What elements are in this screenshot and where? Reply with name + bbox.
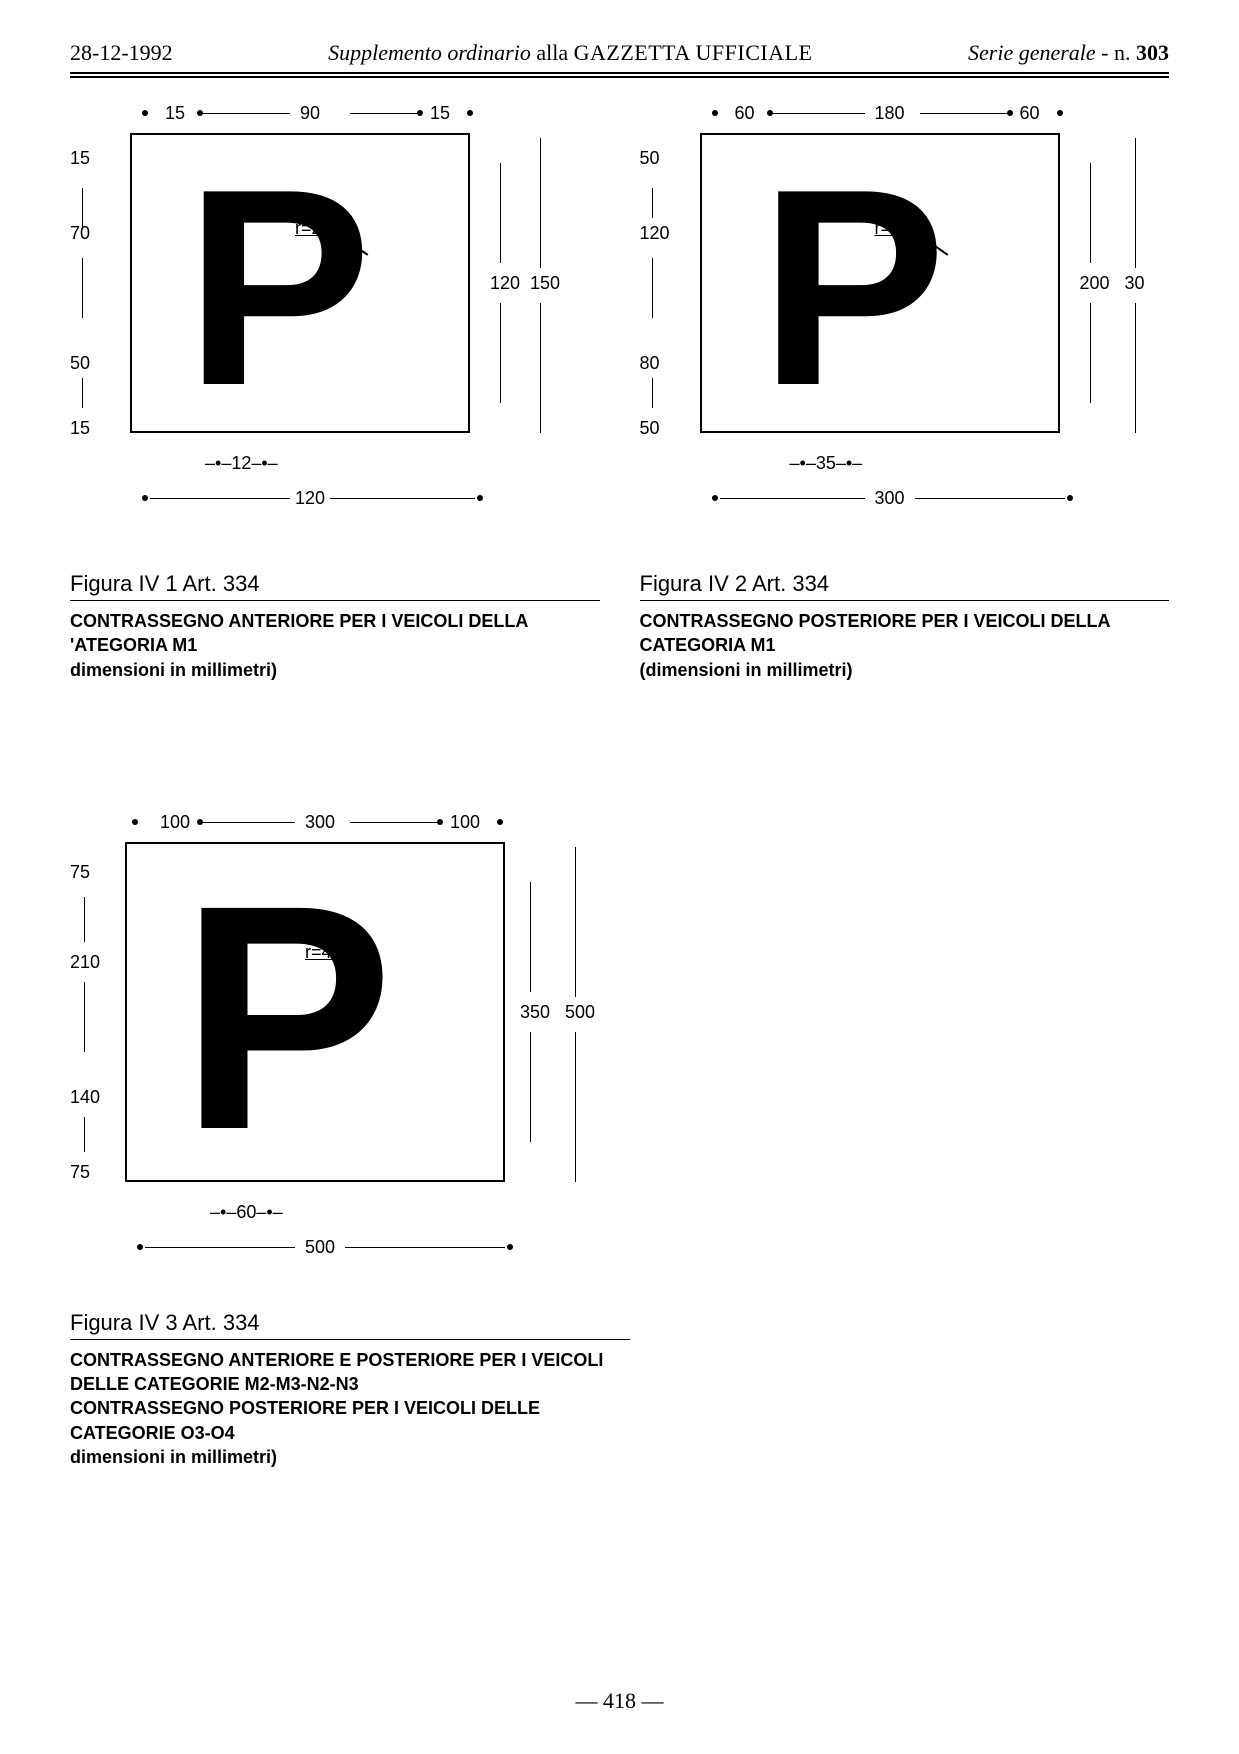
figure-3-caption: CONTRASSEGNO ANTERIORE E POSTERIORE PER … bbox=[70, 1348, 630, 1469]
header-right: Serie generale - n. 303 bbox=[968, 40, 1169, 66]
letter-p-2: P bbox=[760, 148, 947, 428]
figure-2-caption: CONTRASSEGNO POSTERIORE PER I VEICOLI DE… bbox=[640, 609, 1170, 682]
letter-p-1: P bbox=[185, 148, 372, 428]
figure-2-title: Figura IV 2 Art. 334 bbox=[640, 571, 1170, 601]
header-date: 28-12-1992 bbox=[70, 40, 173, 66]
figure-1-caption: CONTRASSEGNO ANTERIORE PER I VEICOLI DEL… bbox=[70, 609, 600, 682]
figure-3-title: Figura IV 3 Art. 334 bbox=[70, 1310, 630, 1340]
page-header: 28-12-1992 Supplemento ordinario alla GA… bbox=[70, 40, 1169, 72]
figure-1-title: Figura IV 1 Art. 334 bbox=[70, 571, 600, 601]
header-center: Supplemento ordinario alla GAZZETTA UFFI… bbox=[173, 40, 968, 66]
figure-3: 100 300 100 75 210 140 75 P r=45 350 500 bbox=[70, 812, 630, 1469]
figure-2: 60 180 60 50 120 80 50 P r=25 bbox=[640, 103, 1170, 682]
page-number: — 418 — bbox=[0, 1688, 1239, 1714]
figure-1: 15 90 15 15 70 50 15 P bbox=[70, 103, 600, 682]
header-rule bbox=[70, 72, 1169, 78]
letter-p-3: P bbox=[180, 857, 393, 1177]
